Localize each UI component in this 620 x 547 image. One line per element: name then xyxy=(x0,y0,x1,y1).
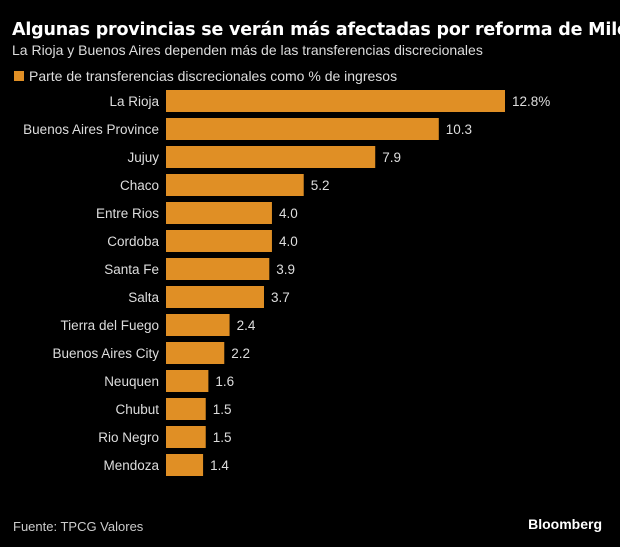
value-label: 7.9 xyxy=(382,150,401,165)
legend-swatch xyxy=(14,71,24,81)
value-label: 2.2 xyxy=(231,346,250,361)
category-label: Buenos Aires Province xyxy=(23,122,159,137)
category-label: Rio Negro xyxy=(98,430,159,445)
category-label: La Rioja xyxy=(109,94,159,109)
value-label: 3.9 xyxy=(276,262,295,277)
bar xyxy=(166,90,505,112)
value-label: 5.2 xyxy=(311,178,330,193)
value-label: 2.4 xyxy=(237,318,256,333)
value-label: 1.5 xyxy=(213,402,232,417)
category-label: Salta xyxy=(128,290,159,305)
bar xyxy=(166,286,264,308)
source-note: Fuente: TPCG Valores xyxy=(13,519,144,534)
value-label: 3.7 xyxy=(271,290,290,305)
chart-subtitle: La Rioja y Buenos Aires dependen más de … xyxy=(12,42,483,58)
bar xyxy=(166,258,270,280)
category-label: Entre Rios xyxy=(96,206,159,221)
category-label: Chubut xyxy=(115,402,159,417)
category-label: Jujuy xyxy=(127,150,159,165)
bar xyxy=(166,174,304,196)
bar xyxy=(166,398,206,420)
category-label: Buenos Aires City xyxy=(52,346,159,361)
bar xyxy=(166,342,225,364)
category-label: Mendoza xyxy=(103,458,159,473)
value-label: 1.6 xyxy=(215,374,234,389)
value-label: 4.0 xyxy=(279,234,298,249)
category-label: Cordoba xyxy=(107,234,159,249)
value-label: 4.0 xyxy=(279,206,298,221)
value-label: 1.4 xyxy=(210,458,229,473)
bar xyxy=(166,146,376,168)
bar xyxy=(166,202,272,224)
bloomberg-logo: Bloomberg xyxy=(528,516,602,532)
bar xyxy=(166,454,204,476)
category-label: Neuquen xyxy=(104,374,159,389)
legend: Parte de transferencias discrecionales c… xyxy=(14,68,397,84)
value-label: 10.3 xyxy=(446,122,472,137)
chart-title: Algunas provincias se verán más afectada… xyxy=(12,20,620,40)
bar xyxy=(166,426,206,448)
bar xyxy=(166,118,439,140)
bar xyxy=(166,370,209,392)
category-label: Santa Fe xyxy=(104,262,159,277)
bar xyxy=(166,230,272,252)
bar xyxy=(166,314,230,336)
category-label: Tierra del Fuego xyxy=(60,318,159,333)
value-label: 12.8% xyxy=(512,94,550,109)
value-label: 1.5 xyxy=(213,430,232,445)
legend-label: Parte de transferencias discrecionales c… xyxy=(29,68,398,84)
category-label: Chaco xyxy=(120,178,159,193)
